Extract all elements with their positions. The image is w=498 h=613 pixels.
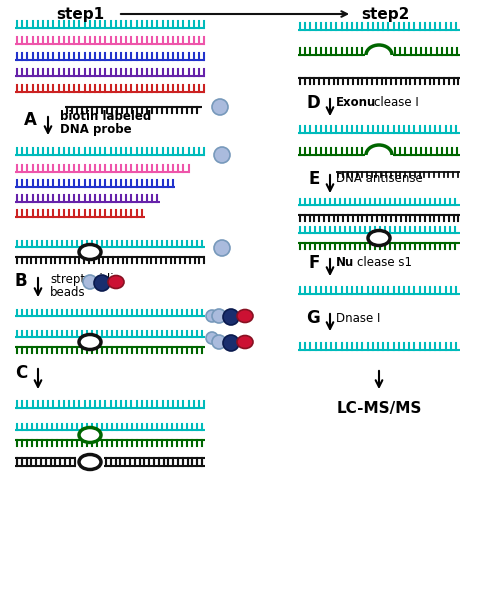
Ellipse shape [108, 275, 124, 289]
Ellipse shape [368, 230, 390, 245]
Text: LC-MS/MS: LC-MS/MS [336, 400, 422, 416]
Text: D: D [306, 94, 320, 112]
Circle shape [212, 335, 226, 349]
Text: E: E [309, 170, 320, 188]
Circle shape [206, 332, 218, 344]
Text: Nu: Nu [336, 256, 354, 270]
Ellipse shape [79, 454, 101, 470]
Text: step2: step2 [361, 7, 409, 21]
Text: beads: beads [50, 286, 86, 299]
Ellipse shape [79, 335, 101, 349]
Text: DNA probe: DNA probe [60, 123, 131, 137]
Text: streptavidin: streptavidin [50, 273, 121, 286]
Text: A: A [24, 111, 37, 129]
Text: Dnase I: Dnase I [336, 311, 380, 324]
Circle shape [212, 99, 228, 115]
Text: DNA antisense: DNA antisense [336, 172, 423, 186]
Circle shape [223, 309, 239, 325]
Text: B: B [14, 272, 27, 290]
Circle shape [212, 309, 226, 323]
Circle shape [223, 335, 239, 351]
Text: Exonu: Exonu [336, 96, 376, 110]
Circle shape [214, 147, 230, 163]
Ellipse shape [79, 245, 101, 259]
Ellipse shape [79, 427, 101, 443]
Ellipse shape [237, 335, 253, 349]
Text: step1: step1 [56, 7, 104, 21]
Text: clease I: clease I [374, 96, 419, 110]
Text: clease s1: clease s1 [357, 256, 412, 270]
Text: F: F [309, 254, 320, 272]
Circle shape [214, 240, 230, 256]
Text: G: G [306, 309, 320, 327]
Text: biotin labeled: biotin labeled [60, 110, 151, 123]
Circle shape [206, 310, 218, 322]
Circle shape [83, 275, 97, 289]
Circle shape [94, 275, 110, 291]
Text: C: C [15, 364, 27, 382]
Ellipse shape [237, 310, 253, 322]
